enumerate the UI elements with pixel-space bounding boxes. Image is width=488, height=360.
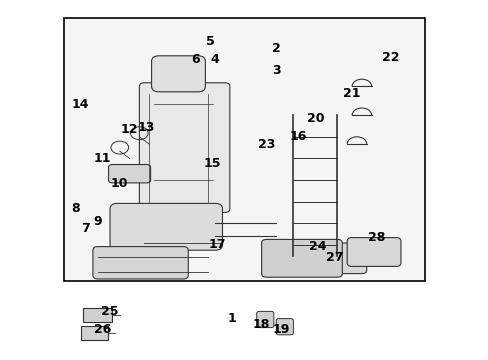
Text: 21: 21 (343, 87, 360, 100)
Text: 4: 4 (210, 53, 219, 66)
Text: 23: 23 (257, 138, 275, 150)
FancyBboxPatch shape (108, 165, 150, 183)
Bar (81, 326, 107, 340)
Bar (83, 308, 112, 322)
Text: 13: 13 (138, 121, 155, 134)
Text: 25: 25 (101, 305, 119, 318)
Text: 20: 20 (306, 112, 324, 125)
Text: 6: 6 (191, 53, 200, 66)
Text: 12: 12 (121, 123, 138, 136)
Text: 14: 14 (72, 98, 89, 111)
Text: 15: 15 (203, 157, 221, 170)
FancyBboxPatch shape (346, 238, 400, 266)
Text: 27: 27 (325, 251, 343, 264)
FancyBboxPatch shape (93, 247, 188, 279)
Text: 26: 26 (94, 323, 111, 336)
FancyBboxPatch shape (151, 56, 205, 92)
Text: 10: 10 (111, 177, 128, 190)
Text: 1: 1 (227, 312, 236, 325)
FancyBboxPatch shape (261, 239, 342, 277)
FancyBboxPatch shape (268, 243, 366, 274)
FancyBboxPatch shape (256, 311, 273, 328)
FancyBboxPatch shape (110, 203, 222, 250)
Text: 5: 5 (205, 35, 214, 48)
Text: 11: 11 (94, 152, 111, 165)
Text: 16: 16 (289, 130, 306, 143)
Text: 7: 7 (81, 222, 90, 235)
Text: 24: 24 (308, 240, 326, 253)
Text: 19: 19 (272, 323, 289, 336)
Text: 17: 17 (208, 238, 226, 251)
Text: 8: 8 (71, 202, 80, 215)
Text: 9: 9 (93, 215, 102, 228)
FancyBboxPatch shape (139, 83, 229, 212)
Text: 18: 18 (252, 318, 270, 330)
FancyBboxPatch shape (276, 319, 293, 335)
Text: 22: 22 (382, 51, 399, 64)
Bar (63, 18, 425, 281)
Text: 28: 28 (367, 231, 385, 244)
Text: 2: 2 (271, 42, 280, 55)
Text: 3: 3 (271, 64, 280, 77)
